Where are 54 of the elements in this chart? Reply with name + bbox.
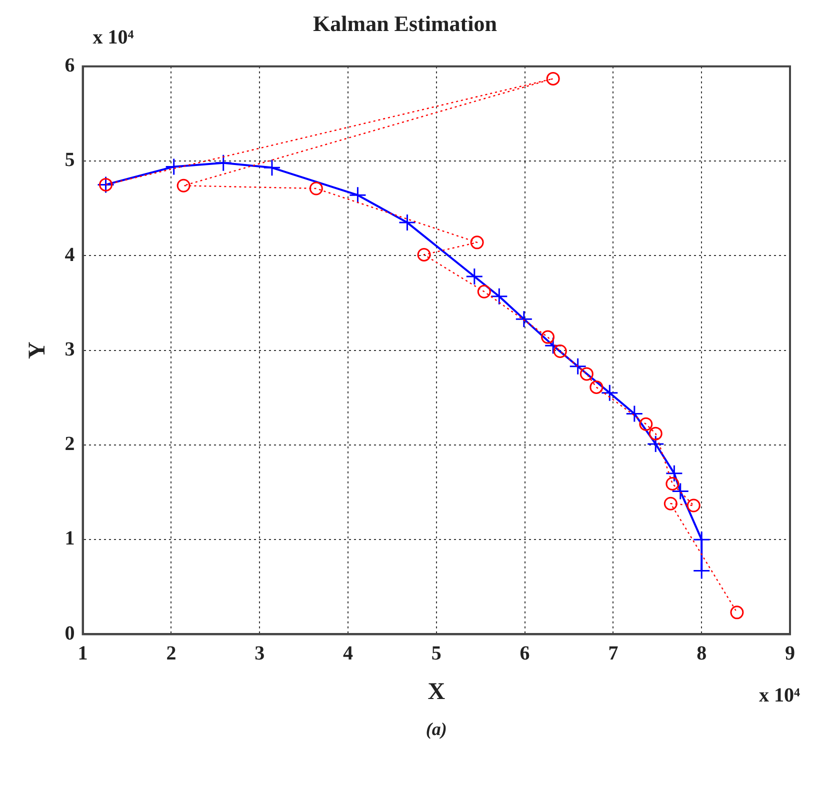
point (214, 154, 232, 172)
x-tick-label: 7 (608, 642, 618, 664)
x-tick-label: 2 (166, 642, 176, 664)
y-axis-title: Y (24, 342, 51, 359)
point (309, 182, 323, 196)
point (639, 417, 653, 431)
point (648, 426, 662, 440)
text: x 10⁴ (759, 684, 800, 706)
point (672, 482, 690, 500)
point (176, 178, 190, 192)
y-tick-label: 4 (64, 244, 75, 266)
point (590, 380, 604, 394)
point (569, 358, 587, 376)
y-tick-label: 5 (64, 149, 75, 172)
point (600, 384, 618, 402)
point (692, 562, 710, 580)
point (626, 404, 644, 422)
x-tick-label: 4 (343, 642, 353, 664)
point (490, 288, 508, 306)
point (417, 248, 431, 262)
point (544, 336, 562, 354)
point (398, 214, 416, 232)
y-tick-label: 3 (64, 338, 75, 360)
point (263, 158, 281, 176)
x-axis-title: X (428, 678, 446, 705)
y-tick-label: 2 (64, 433, 75, 456)
point (541, 330, 555, 344)
x-tick-label: 8 (696, 642, 707, 664)
point (730, 606, 744, 620)
point (664, 496, 678, 510)
point (553, 344, 567, 358)
chart-title: Kalman Estimation (313, 10, 497, 36)
point (515, 310, 533, 328)
point (692, 530, 710, 548)
x-tick-label: 3 (254, 642, 265, 664)
point (470, 236, 484, 250)
point (580, 367, 594, 381)
point (466, 268, 484, 286)
point (348, 186, 366, 204)
y-tick-label: 1 (64, 528, 75, 550)
x-tick-label: 9 (785, 642, 795, 664)
point (646, 435, 664, 453)
point (546, 72, 560, 86)
y-tick-label: 0 (64, 622, 75, 644)
text: x 10⁴ (92, 26, 134, 49)
text: (a) (426, 718, 447, 739)
point (477, 284, 491, 298)
x-tick-label: 6 (520, 642, 530, 664)
point (666, 476, 680, 490)
point (665, 464, 683, 482)
y-tick-label: 6 (64, 54, 75, 77)
x-tick-label: 5 (431, 642, 442, 664)
point (165, 158, 183, 176)
point (686, 498, 700, 512)
